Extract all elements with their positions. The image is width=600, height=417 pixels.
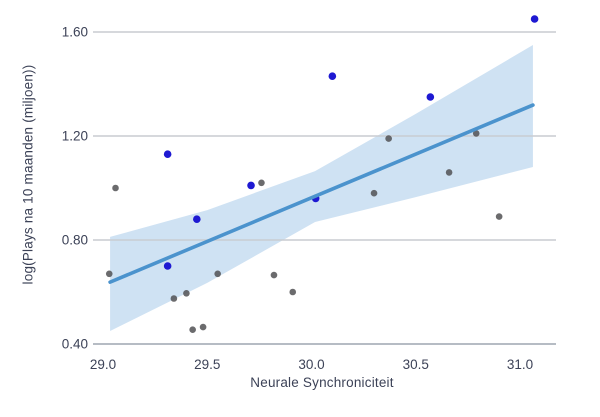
scatter-point-other-tracks: [385, 135, 392, 142]
scatter-point-other-tracks: [170, 295, 178, 302]
y-tick-label: 0.80: [62, 233, 88, 248]
y-tick-label: 0.40: [62, 337, 88, 352]
x-tick-label: 30.5: [403, 357, 429, 372]
y-axis-title: log(Plays na 10 maanden (miljoen)): [20, 64, 36, 285]
scatter-point-other-tracks: [495, 213, 503, 220]
scatter-point-other-tracks: [258, 179, 265, 187]
y-tick-label: 1.60: [62, 25, 88, 40]
scatter-point-highlighted-tracks: [247, 181, 255, 190]
scatter-point-other-tracks: [199, 323, 207, 331]
x-tick-label: 30.0: [298, 357, 324, 372]
scatter-point-other-tracks: [270, 271, 278, 279]
scatter-point-highlighted-tracks: [426, 93, 435, 101]
scatter-point-highlighted-tracks: [193, 215, 201, 223]
scatter-point-other-tracks: [112, 184, 119, 192]
scatter-point-other-tracks: [370, 189, 378, 197]
x-tick-label: 31.0: [507, 357, 533, 372]
scatter-point-other-tracks: [183, 290, 190, 297]
scatter-point-other-tracks: [289, 288, 297, 296]
regression-line: [108, 103, 535, 284]
scatter-point-other-tracks: [214, 270, 221, 278]
scatter-point-highlighted-tracks: [530, 15, 539, 23]
scatter-point-other-tracks: [105, 270, 113, 278]
scatter-point-highlighted-tracks: [328, 72, 337, 80]
x-tick-label: 29.0: [90, 357, 116, 372]
x-axis-title: Neurale Synchroniciteit: [250, 375, 394, 390]
y-tick-label: 1.20: [62, 129, 88, 144]
confidence-band: [110, 45, 533, 331]
scatter-point-highlighted-tracks: [163, 150, 172, 158]
scatter-point-other-tracks: [472, 130, 480, 137]
x-tick-label: 29.5: [194, 357, 220, 372]
scatter-point-other-tracks: [189, 326, 196, 334]
scatter-point-other-tracks: [445, 169, 453, 176]
scatter-point-highlighted-tracks: [163, 262, 172, 270]
